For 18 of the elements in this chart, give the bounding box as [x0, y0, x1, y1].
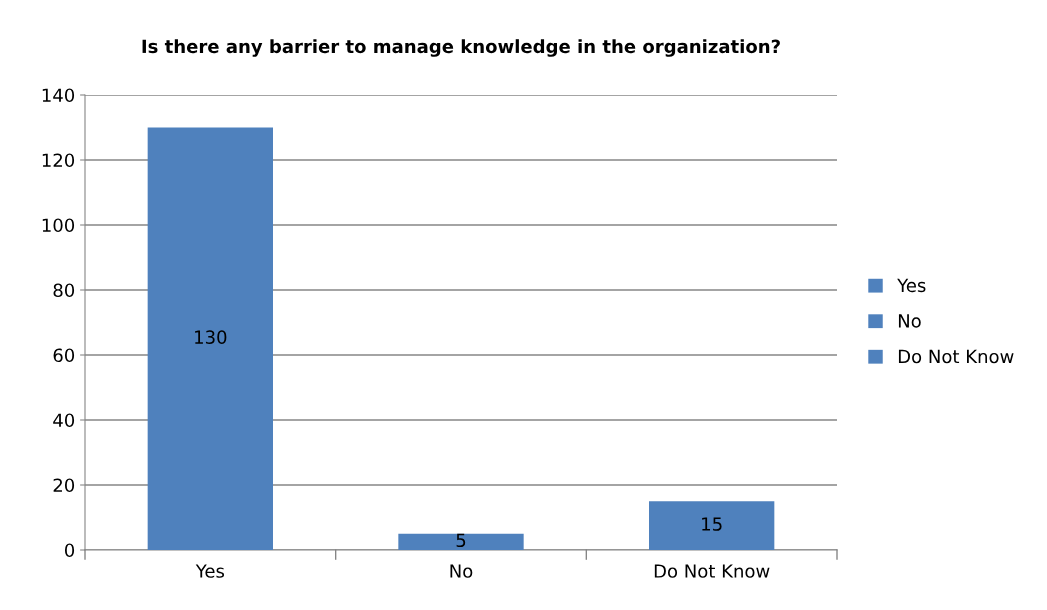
x-tick-label: Do Not Know	[654, 564, 770, 578]
data-label: 15	[702, 517, 722, 531]
legend-label: Do Not Know	[898, 349, 1014, 364]
legend-label: No	[898, 314, 921, 328]
y-tick-label: 100	[42, 218, 75, 233]
y-tick-label: 140	[42, 88, 75, 103]
y-tick-label: 60	[53, 348, 75, 363]
y-tick-label: 80	[53, 283, 75, 298]
y-tick-label: 20	[53, 478, 75, 493]
y-tick-label: 40	[53, 413, 75, 428]
x-tick-label: No	[450, 564, 473, 578]
chart-title: Is there any barrier to manage knowledge in the organization?	[142, 39, 780, 57]
data-label: 130	[195, 330, 227, 344]
y-tick-label: 0	[64, 543, 75, 558]
x-tick-label: Yes	[195, 564, 225, 578]
data-label: 5	[456, 533, 466, 548]
y-tick-label: 120	[42, 153, 75, 168]
legend-label: Yes	[897, 278, 926, 293]
